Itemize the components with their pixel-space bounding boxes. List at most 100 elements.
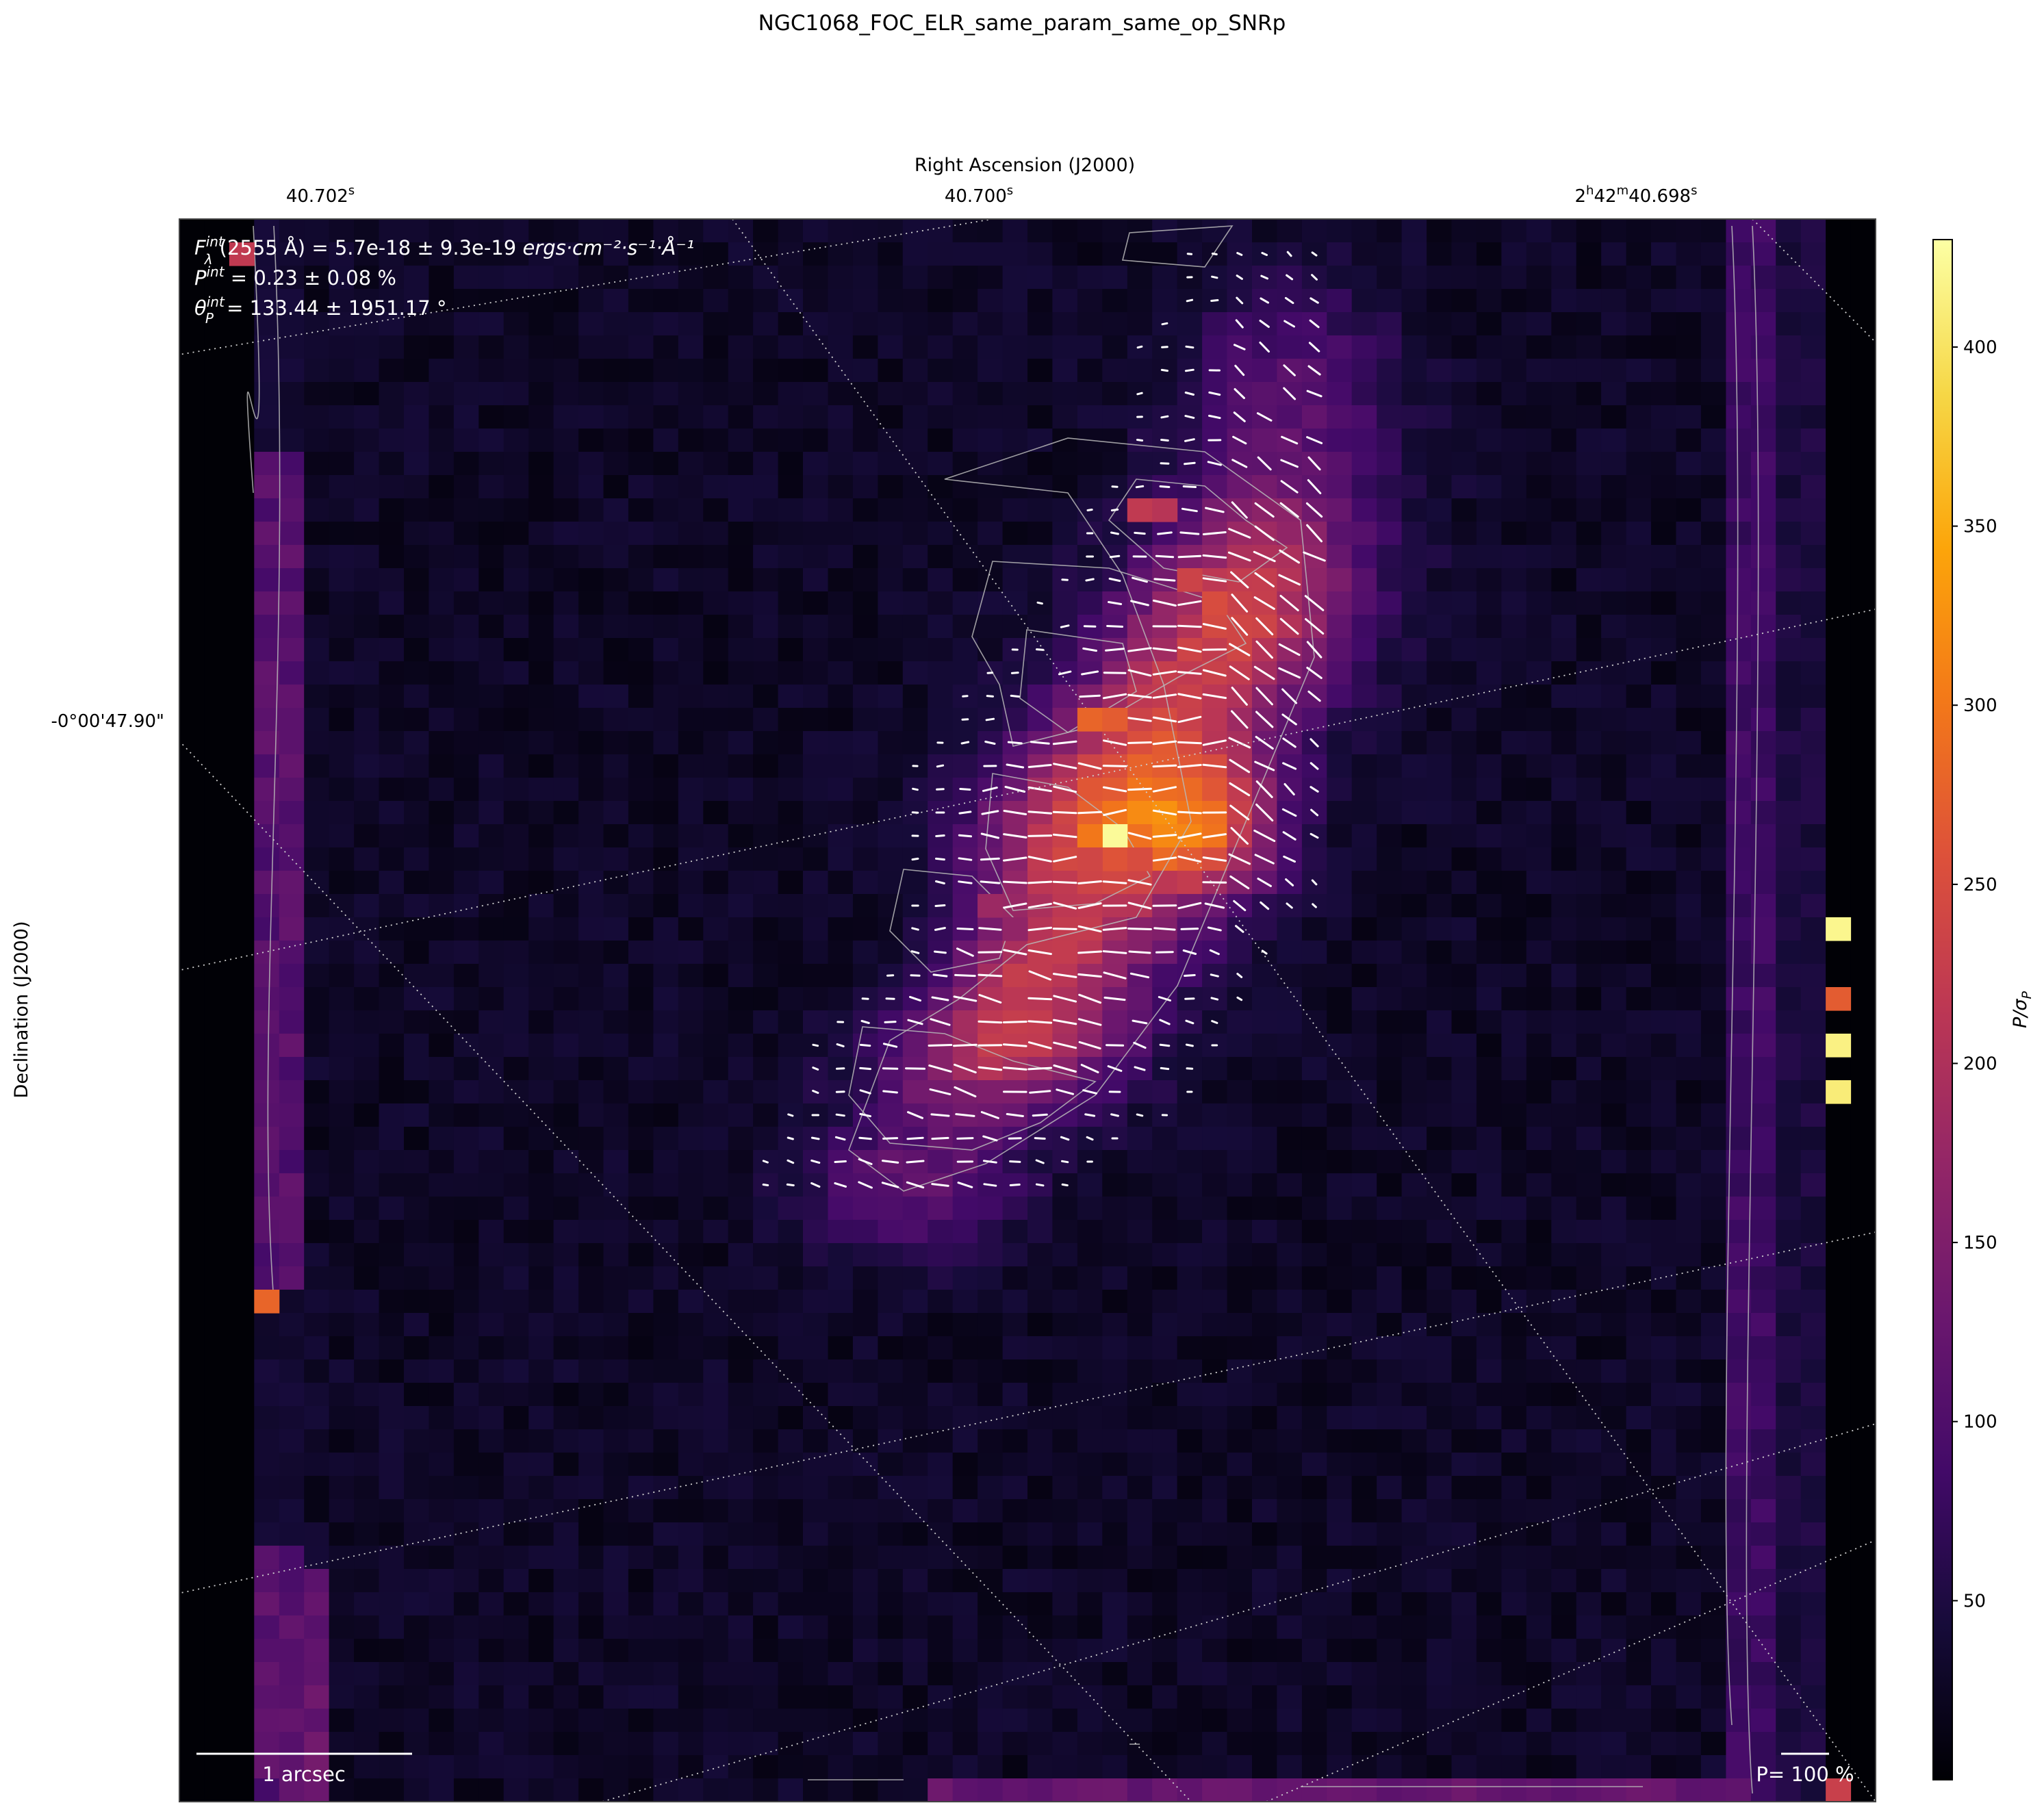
polarization-vector xyxy=(1152,647,1177,652)
polarization-vector xyxy=(1106,625,1123,628)
polarization-vector xyxy=(1229,758,1251,774)
hot-pixel-7 xyxy=(1127,498,1153,522)
polarization-vector xyxy=(762,1184,769,1186)
polarization-vector xyxy=(1077,1018,1102,1026)
polarization-vector xyxy=(1311,251,1318,257)
polarization-vector xyxy=(1110,508,1119,512)
polarization-vector xyxy=(1036,601,1043,605)
polarization-vector xyxy=(1259,342,1270,353)
polarization-vector xyxy=(1177,693,1202,700)
polarization-vector xyxy=(1129,972,1150,979)
polarization-vector xyxy=(1235,925,1244,933)
polarization-vector xyxy=(953,995,978,1002)
hot-pixel-9 xyxy=(1202,591,1228,615)
polarization-vector xyxy=(1228,528,1251,539)
polarization-vector xyxy=(907,1111,923,1119)
polarization-vector xyxy=(1052,833,1077,839)
polarization-vector xyxy=(1184,392,1195,396)
polarization-vector xyxy=(1186,298,1194,303)
polarization-vector xyxy=(1177,832,1202,839)
polarization-vector xyxy=(1109,554,1121,559)
polarization-vector xyxy=(1254,502,1275,518)
polarization-vector xyxy=(934,950,947,954)
polarization-vector xyxy=(1161,346,1168,348)
polarization-vector xyxy=(1202,856,1227,862)
polarization-vector xyxy=(1002,1066,1027,1071)
polarization-vector xyxy=(928,1064,952,1073)
x-tick-label-2: 40.700s xyxy=(945,183,1013,207)
polarization-vector xyxy=(1127,902,1152,910)
polarization-vector xyxy=(1306,524,1323,543)
polarization-vector xyxy=(1053,856,1077,863)
polarization-vector xyxy=(881,1160,899,1164)
info-annotations: Fint λ (2555 Å) = 5.7e-18 ± 9.3e-19 ergs·c… xyxy=(194,233,694,327)
polarization-vector xyxy=(1030,741,1050,745)
polarization-vector xyxy=(786,1183,795,1187)
polarization-vector xyxy=(1009,1184,1021,1186)
polarization-vector xyxy=(1027,1066,1053,1071)
polarization-vector xyxy=(980,880,1001,884)
polarization-vector xyxy=(1027,856,1052,863)
polarization-vector xyxy=(1202,833,1227,839)
polarization-vector xyxy=(1027,1020,1053,1024)
polarization-vector xyxy=(1010,694,1020,698)
polarization-vector xyxy=(1102,786,1127,793)
polarization-vector xyxy=(1053,995,1077,1003)
polarization-vector xyxy=(1236,252,1243,256)
polarization-vector xyxy=(1260,274,1268,280)
polarization-vector xyxy=(934,927,946,931)
polarization-vector xyxy=(1177,554,1202,559)
polarization-vector xyxy=(910,950,920,954)
polarization-vector xyxy=(1230,571,1249,589)
polarization-vector xyxy=(859,1089,871,1095)
polarization-vector xyxy=(906,1181,925,1189)
hot-pixel-1 xyxy=(1077,824,1103,848)
polarization-vector xyxy=(907,1019,923,1025)
colorbar-tick-label: 100 xyxy=(1963,1412,1997,1433)
polarization-vector xyxy=(1128,950,1151,954)
polarization-vector xyxy=(1027,926,1052,932)
polarization-vector xyxy=(1278,574,1301,586)
polarization-vector xyxy=(1155,951,1174,954)
polarization-vector xyxy=(1286,274,1294,281)
polarization-vector xyxy=(1236,996,1243,1001)
polarization-vector xyxy=(1158,996,1171,1001)
polarization-vector xyxy=(1205,507,1225,513)
coordinate-grid xyxy=(179,219,1876,1802)
polarization-vector xyxy=(911,857,919,861)
polarization-vector xyxy=(1177,810,1202,815)
polarization-vector xyxy=(1105,648,1125,652)
polarization-vector xyxy=(928,1044,953,1047)
colorbar-tick-label: 150 xyxy=(1963,1233,1997,1253)
polarization-vector xyxy=(1134,1066,1146,1071)
polarization-vector xyxy=(1102,880,1127,884)
polarization-vector xyxy=(1027,1041,1052,1049)
polarization-vector xyxy=(1233,344,1246,350)
polarization-vector xyxy=(1229,782,1251,797)
polarization-vector xyxy=(1079,694,1101,698)
polarization-vector xyxy=(1280,480,1299,494)
polarization-vector xyxy=(906,1160,925,1164)
polarization-vector xyxy=(1202,739,1227,746)
polarization-vector xyxy=(980,857,1000,861)
polarization-vector xyxy=(1027,786,1052,793)
contour-6 xyxy=(848,1026,1097,1151)
polarization-vector xyxy=(1184,415,1195,419)
polarization-vector xyxy=(1177,715,1202,724)
polarization-vector xyxy=(957,1181,973,1188)
polarization-vector xyxy=(859,1112,871,1118)
polarization-vector xyxy=(1061,1160,1069,1164)
polarization-vector xyxy=(1103,996,1126,1001)
polarization-vector xyxy=(1184,368,1195,372)
polarization-vector xyxy=(1127,693,1152,699)
polarization-vector xyxy=(1208,391,1221,396)
polarization-vector xyxy=(1080,1064,1099,1073)
polarization-vector xyxy=(1078,993,1101,1004)
polarization-vector xyxy=(1053,1019,1077,1025)
polarization-vector xyxy=(1202,763,1227,769)
polarization-vector xyxy=(909,995,921,1002)
polarization-vector xyxy=(1283,387,1296,400)
polarization-vector xyxy=(1010,672,1019,674)
polarization-vector xyxy=(1153,927,1176,931)
